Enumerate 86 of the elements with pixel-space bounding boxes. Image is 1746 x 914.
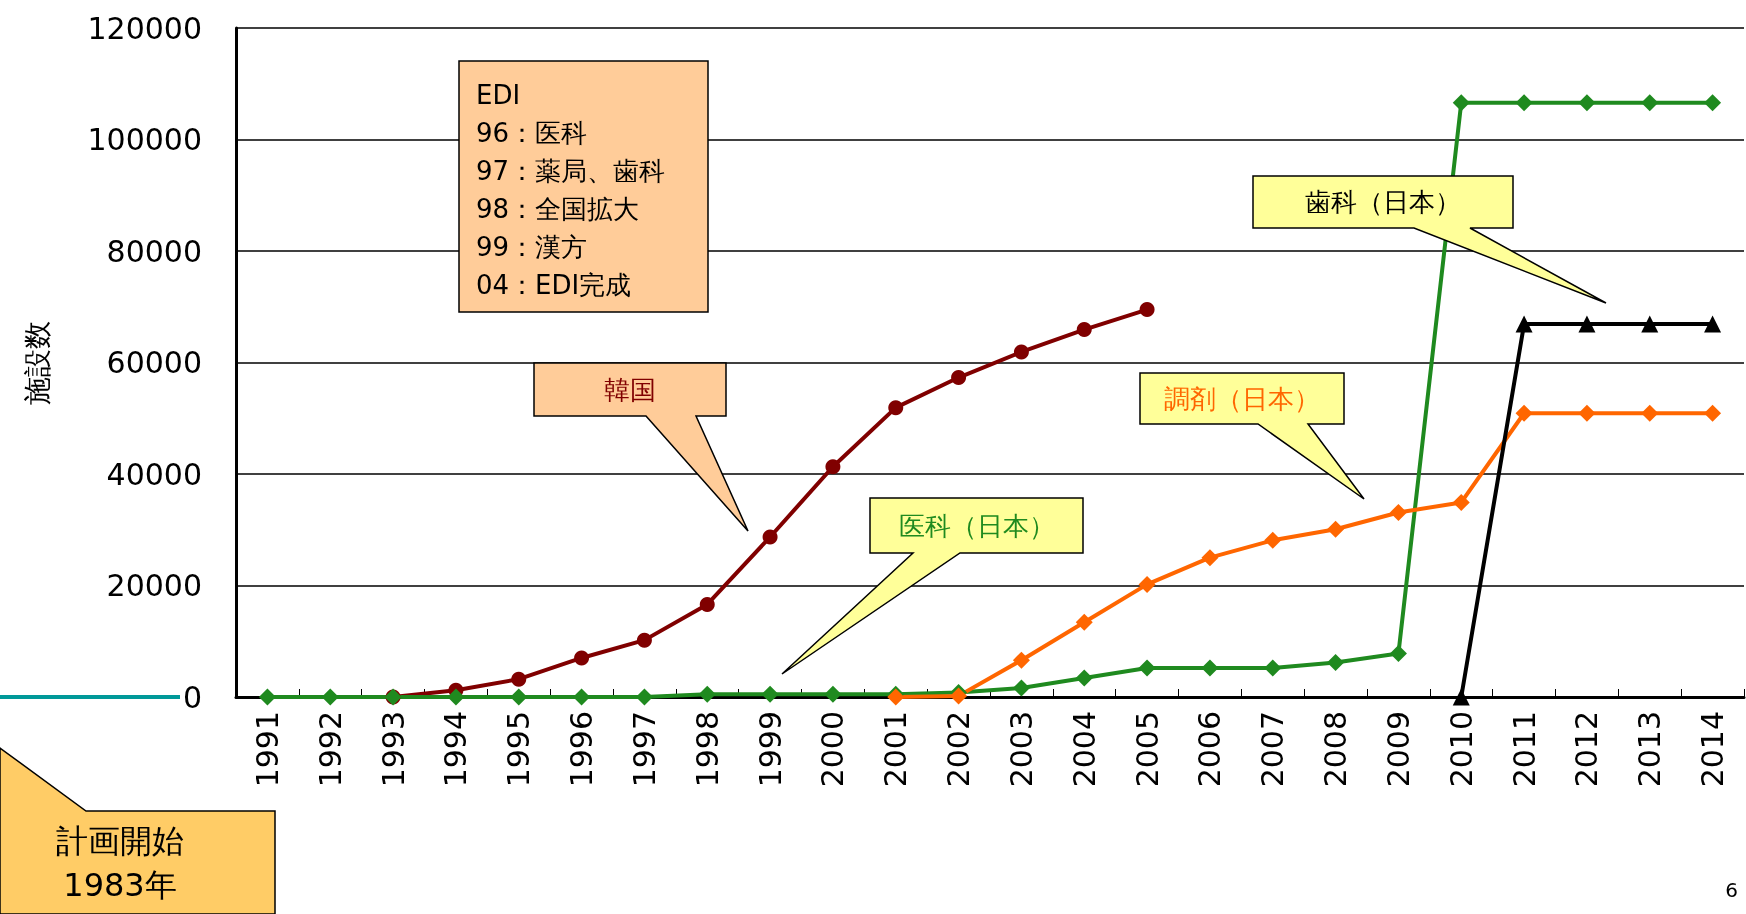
point [1013,344,1029,360]
y-tick-label: 20000 [106,568,202,603]
point [761,685,779,703]
point [1264,659,1282,677]
x-tick-label: 2009 [1380,711,1416,788]
point [1515,404,1533,422]
point [762,529,778,545]
x-tick-label: 2007 [1255,711,1291,788]
x-tick-label: 2002 [941,711,977,788]
x-tick-label: 1996 [564,711,600,788]
point [1704,404,1722,422]
point [888,400,904,416]
x-tick-label: 2013 [1632,711,1668,788]
point [1515,94,1533,112]
y-tick-label: 100000 [87,122,202,157]
x-tick-label: 1998 [689,711,725,788]
point [447,688,465,706]
point [1327,653,1345,671]
point [698,685,716,703]
x-tick-label: 1997 [626,711,662,788]
y-axis-title: 施設数 [20,320,54,405]
y-tick-label: 40000 [106,456,202,492]
point [1641,404,1659,422]
point [1578,94,1596,112]
point [1578,404,1596,422]
x-tick-label: 2010 [1443,711,1479,788]
x-tick-label: 2000 [815,711,851,788]
point [1515,315,1533,333]
x-tick-label: 1995 [501,711,537,788]
point [824,685,842,703]
x-tick-label: 2003 [1003,711,1039,788]
point [1264,531,1282,549]
point [510,688,528,706]
point [1075,669,1093,687]
y-tick-label: 80000 [106,233,202,269]
point [1139,302,1155,318]
x-tick-label: 2008 [1318,711,1354,788]
x-tick-label: 2011 [1506,711,1542,788]
point [1138,575,1156,593]
point [1641,94,1659,112]
annotation: EDI 96：医科 97：薬局、歯科 98：全国拡大 99：漢方 04：EDI完成 [476,80,666,300]
point [1012,651,1030,669]
x-tick-label: 2001 [878,711,914,788]
x-tick-label: 1999 [752,711,788,788]
point [1389,503,1407,521]
x-tick-label: 2006 [1192,711,1228,788]
point [636,632,652,648]
point [1452,94,1470,112]
point [1201,549,1219,567]
point [1138,659,1156,677]
y-tick-label: 0 [182,679,202,715]
point [1641,315,1659,333]
point [825,459,841,475]
x-tick-label: 2004 [1066,711,1102,788]
text: 歯科（日本） [1305,187,1461,217]
point [951,370,967,386]
x-tick-label: 1994 [438,711,474,788]
point [1076,322,1092,338]
text: 計画開始 1983年 [55,820,185,906]
point [1578,315,1596,333]
point [1201,659,1219,677]
x-tick-label: 2012 [1569,711,1605,788]
point [1452,688,1470,706]
y-tick-label: 60000 [106,345,202,380]
text: 調剤（日本） [1164,383,1320,414]
point [1012,679,1030,697]
text: 6 [1725,878,1738,902]
point [1704,315,1722,333]
x-tick-label: 1991 [249,711,285,788]
point [1452,493,1470,511]
text: 韓国 [604,374,656,405]
x-tick-label: 1993 [375,711,411,788]
text: 医科（日本） [898,510,1055,541]
point [321,688,339,706]
point [258,688,276,706]
point [1704,94,1722,112]
point [1075,613,1093,631]
point [511,671,527,687]
point [699,596,715,612]
y-tick-label: 120000 [87,10,202,46]
x-tick-label: 2005 [1129,711,1165,788]
point [1389,645,1407,663]
x-tick-label: 2014 [1695,711,1731,788]
point [1327,520,1345,538]
x-tick-label: 1992 [312,711,348,788]
point [574,650,590,666]
